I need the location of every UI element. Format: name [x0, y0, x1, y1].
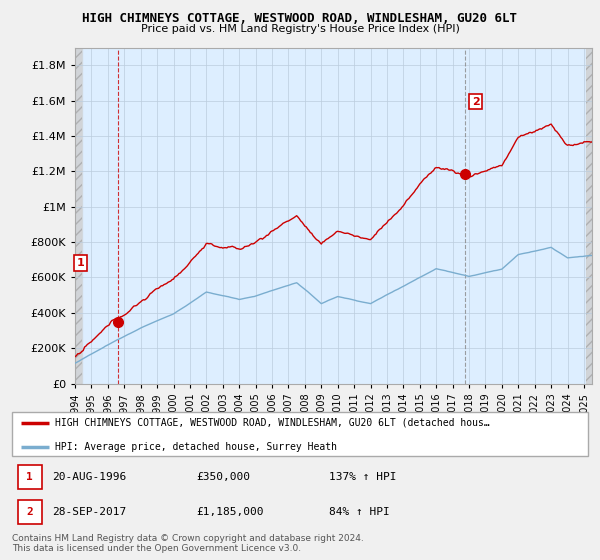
Text: HIGH CHIMNEYS COTTAGE, WESTWOOD ROAD, WINDLESHAM, GU20 6LT: HIGH CHIMNEYS COTTAGE, WESTWOOD ROAD, WI…	[83, 12, 517, 25]
Text: HPI: Average price, detached house, Surrey Heath: HPI: Average price, detached house, Surr…	[55, 441, 337, 451]
Text: £1,185,000: £1,185,000	[196, 507, 264, 517]
Text: HIGH CHIMNEYS COTTAGE, WESTWOOD ROAD, WINDLESHAM, GU20 6LT (detached hous…: HIGH CHIMNEYS COTTAGE, WESTWOOD ROAD, WI…	[55, 418, 490, 428]
Text: 1: 1	[26, 472, 33, 482]
FancyBboxPatch shape	[18, 465, 42, 489]
FancyBboxPatch shape	[18, 500, 42, 524]
Text: 84% ↑ HPI: 84% ↑ HPI	[329, 507, 389, 517]
Text: 2: 2	[26, 507, 33, 517]
Text: Contains HM Land Registry data © Crown copyright and database right 2024.
This d: Contains HM Land Registry data © Crown c…	[12, 534, 364, 553]
Text: 28-SEP-2017: 28-SEP-2017	[52, 507, 127, 517]
Text: 2: 2	[472, 96, 479, 106]
Text: 1: 1	[77, 258, 85, 268]
Text: Price paid vs. HM Land Registry's House Price Index (HPI): Price paid vs. HM Land Registry's House …	[140, 24, 460, 34]
Text: 20-AUG-1996: 20-AUG-1996	[52, 472, 127, 482]
FancyBboxPatch shape	[12, 412, 588, 456]
Bar	[75, 48, 82, 384]
Text: £350,000: £350,000	[196, 472, 250, 482]
Bar	[586, 48, 592, 384]
Text: 137% ↑ HPI: 137% ↑ HPI	[329, 472, 397, 482]
